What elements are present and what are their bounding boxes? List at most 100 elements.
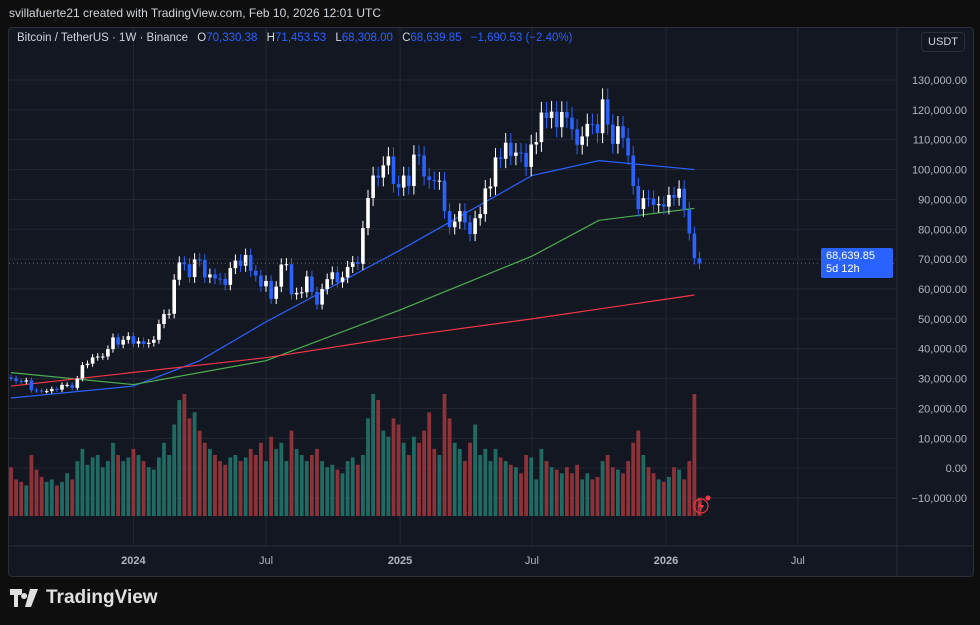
candle-body (376, 175, 380, 178)
candle-body (407, 175, 411, 187)
candle-body (651, 198, 656, 205)
candle-body (320, 289, 324, 305)
candle-body (284, 264, 289, 266)
volume-bar (631, 442, 636, 516)
price-axis-label: 60,000.00 (918, 284, 967, 296)
volume-bar (554, 469, 559, 516)
lightning-icon (693, 498, 709, 514)
volume-bar (340, 473, 345, 516)
candle-body (345, 266, 350, 278)
candle-body (294, 292, 299, 295)
volume-bar (238, 461, 243, 516)
candle-body (223, 278, 227, 285)
volume-bar (85, 464, 90, 516)
candle-body (616, 126, 620, 144)
candle-body (19, 380, 23, 382)
volume-bar (498, 457, 503, 516)
volume-bar (381, 430, 386, 516)
chart-panel[interactable]: 130,000.00 120,000.00 110,000.00 100,000.00… (8, 27, 974, 577)
volume-bar (325, 467, 330, 516)
volume-bar (299, 455, 304, 516)
candle-body (422, 155, 426, 177)
candle-body (539, 112, 544, 143)
candle-body (60, 384, 64, 390)
volume-bar (371, 394, 375, 516)
candle-body (575, 129, 579, 145)
volume-bar (610, 467, 615, 516)
volume-bar (259, 442, 263, 516)
volume-bar (218, 461, 222, 516)
candle-body (167, 313, 171, 315)
symbol-label[interactable]: Bitcoin / TetherUS · 1W · Binance (17, 32, 189, 44)
candle-body (208, 274, 212, 278)
volume-bar (585, 473, 590, 516)
candle-body (218, 278, 222, 280)
volume-bar (361, 455, 365, 516)
price-chart[interactable]: 130,000.00 120,000.00 110,000.00 100,000.00… (9, 28, 973, 576)
candle-body (401, 175, 406, 188)
volume-bar (401, 442, 406, 516)
volume-bar (565, 467, 569, 516)
candle-body (682, 188, 686, 210)
volume-bar (131, 448, 136, 516)
candle-body (335, 272, 340, 283)
volume-bar (80, 448, 85, 516)
volume-bar (310, 455, 314, 516)
candle-body (14, 378, 18, 381)
volume-bar (677, 469, 681, 516)
candle-body (544, 112, 549, 118)
candle-body (146, 342, 151, 344)
candle-body (141, 341, 146, 344)
moving-average-blue (10, 160, 695, 399)
price-axis-label: 110,000.00 (913, 135, 967, 147)
currency-button[interactable]: USDT (921, 32, 965, 52)
change-value: −1,690.53 (−2.40%) (470, 32, 573, 44)
volume-bar (60, 481, 64, 516)
volume-bar (508, 464, 513, 516)
volume-bar (19, 481, 24, 516)
candle-body (366, 197, 370, 229)
candle-body (427, 176, 431, 181)
volume-bar (100, 467, 105, 516)
candle-body (29, 380, 34, 391)
candle-body (187, 264, 192, 278)
candle-body (85, 363, 90, 366)
candle-body (672, 194, 676, 198)
candle-body (279, 264, 284, 287)
volume-bar (600, 461, 605, 516)
candle-body (264, 280, 268, 287)
candle-body (554, 111, 559, 128)
candle-body (381, 165, 386, 178)
volume-bar (478, 455, 483, 516)
tradingview-logo: TradingView (10, 587, 158, 609)
candle-body (121, 339, 125, 345)
candle-body (417, 154, 421, 156)
candle-body (55, 389, 59, 391)
volume-bar (580, 479, 585, 516)
candle-body (182, 262, 187, 265)
volume-bar (172, 424, 177, 516)
notification-dot-icon (705, 495, 711, 501)
ohlc-legend: Bitcoin / TetherUS · 1W · Binance O70,33… (17, 32, 572, 44)
candle-body (203, 260, 207, 278)
volume-bar (386, 436, 391, 516)
candle-body (519, 152, 523, 154)
volume-bar (233, 455, 238, 516)
candle-body (172, 279, 176, 314)
volume-bar (590, 479, 595, 516)
volume-bar (213, 455, 217, 516)
candle-body (662, 204, 666, 207)
candle-body (95, 356, 100, 358)
volume-bar (208, 448, 212, 516)
candle-body (514, 152, 518, 156)
volume-bar (605, 455, 610, 516)
candle-body (412, 154, 416, 187)
candle-body (667, 194, 671, 207)
price-axis-label: 40,000.00 (918, 344, 967, 356)
candle-body (611, 124, 615, 144)
volume-bar (646, 467, 651, 516)
candle-body (458, 211, 462, 222)
volume-bar (463, 461, 467, 516)
candle-body (361, 228, 365, 264)
candle-body (136, 341, 141, 344)
